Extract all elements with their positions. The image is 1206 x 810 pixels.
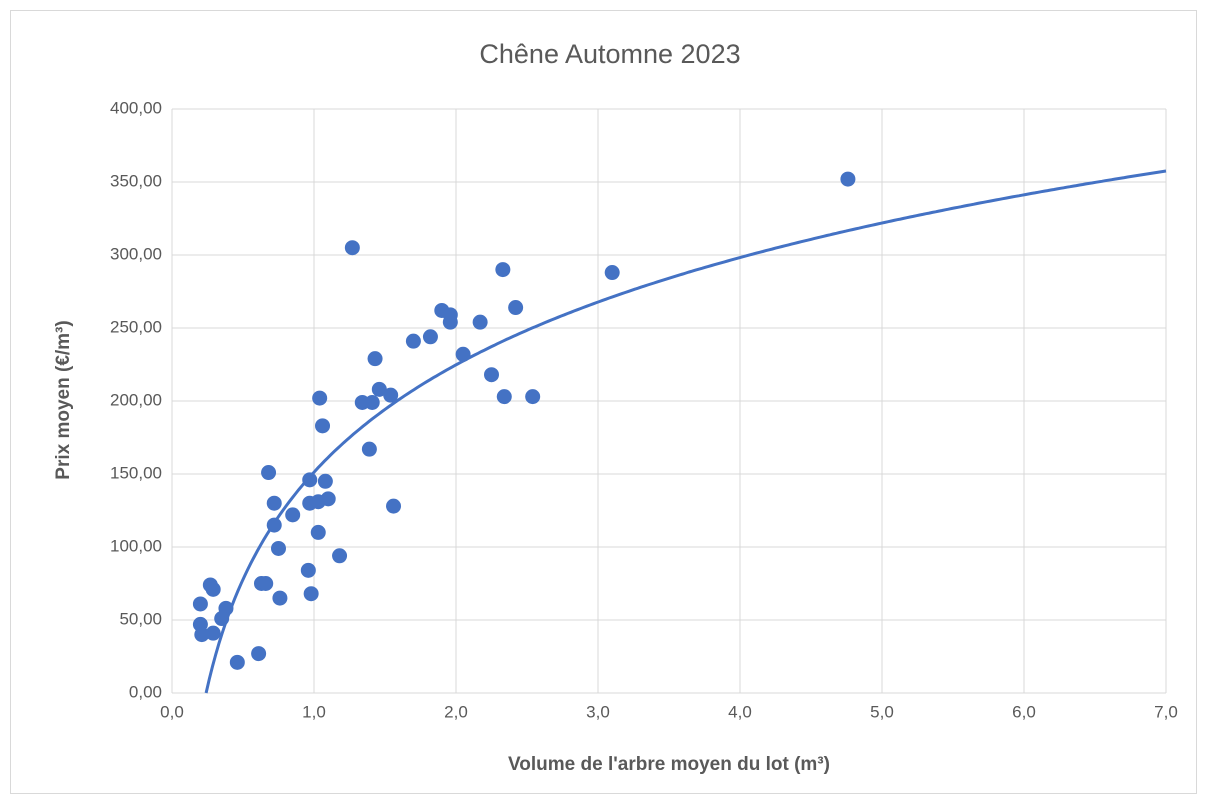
data-point [258,576,274,591]
data-point [840,171,856,187]
data-point [261,465,277,481]
data-point [364,394,380,410]
x-tick-label: 1,0 [302,702,326,721]
x-tick-label: 4,0 [728,702,752,721]
data-point [472,314,488,330]
y-tick-label: 300,00 [110,244,162,263]
data-point [194,627,210,643]
data-point [266,517,282,533]
data-point [205,581,221,597]
data-point [317,473,333,489]
y-tick-label: 200,00 [110,390,162,409]
data-point [383,387,399,403]
y-tick-label: 350,00 [110,171,162,190]
data-point [285,507,301,523]
chart-border [10,10,1197,794]
data-point [302,472,318,488]
chart-title: Chêne Automne 2023 [479,39,740,69]
x-tick-label: 5,0 [870,702,894,721]
x-tick-label: 0,0 [160,702,184,721]
data-point [484,367,499,383]
data-point [251,646,267,662]
data-point [508,300,524,316]
y-tick-label: 250,00 [110,317,162,336]
y-tick-label: 100,00 [110,536,162,555]
data-point [271,540,286,556]
x-tick-label: 2,0 [444,702,468,721]
data-point [315,418,331,434]
data-point [229,654,245,670]
data-point [344,240,360,256]
data-point [367,351,383,367]
data-point [332,548,348,564]
x-tick-label: 7,0 [1154,702,1178,721]
data-point [312,390,328,406]
data-point [192,596,208,612]
y-tick-label: 50,00 [119,609,162,628]
data-point [604,265,620,281]
data-point [495,262,511,278]
data-point [361,441,377,457]
data-point [214,611,230,627]
data-point [310,524,326,540]
y-tick-label: 0,00 [129,682,162,701]
y-tick-label: 150,00 [110,463,162,482]
data-point [442,314,458,330]
x-tick-label: 6,0 [1012,702,1036,721]
data-point [272,590,288,606]
data-point [205,625,221,641]
data-point [266,495,282,511]
data-point [405,333,421,349]
data-point [525,389,541,405]
data-point [300,562,316,578]
data-point [303,586,319,602]
y-tick-label: 400,00 [110,98,162,117]
x-tick-label: 3,0 [586,702,610,721]
data-point [310,494,326,510]
data-point [386,498,402,514]
y-axis-label: Prix moyen (€/m³) [53,320,74,479]
trendline [204,169,1167,694]
data-point [422,329,438,345]
x-axis-label: Volume de l'arbre moyen du lot (m³) [508,754,830,775]
data-point [455,346,471,362]
data-point [496,389,512,405]
data-point [371,381,387,397]
